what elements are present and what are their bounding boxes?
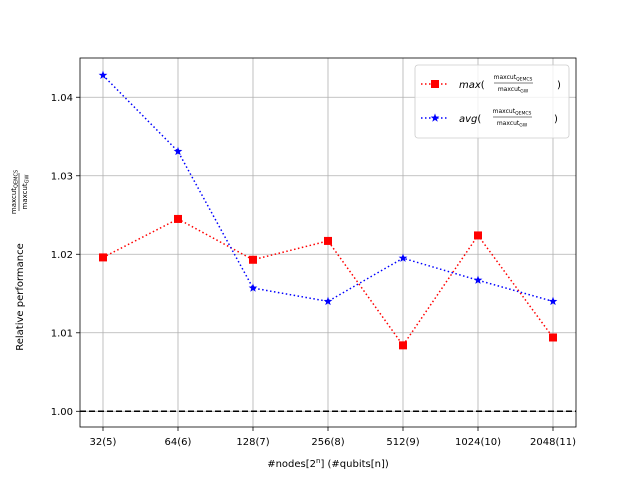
x-tick-label: 512(9) — [386, 437, 419, 448]
x-axis-label-main: #nodes[2 — [267, 459, 316, 470]
x-axis-label-rest: ] (#qubits[n]) — [320, 459, 388, 470]
legend-max-close-paren: ) — [557, 80, 561, 91]
x-tick-label: 32(5) — [90, 437, 117, 448]
data-point-max — [549, 333, 557, 342]
data-point-avg — [323, 296, 333, 306]
legend-marker-star — [430, 113, 440, 122]
data-point-avg — [248, 283, 258, 292]
y-axis-ticks: 1.00 1.01 1.02 1.03 1.04 — [51, 93, 80, 418]
legend-entry-max: max( maxcutQEMCS maxcutGW ) — [421, 74, 561, 95]
x-axis-label: #nodes[2n] (#qubits[n]) — [267, 457, 389, 470]
data-point-avg — [98, 70, 108, 79]
y-tick-label: 1.04 — [51, 93, 73, 104]
data-point-avg — [548, 296, 558, 306]
legend: max( maxcutQEMCS maxcutGW ) avg( maxcutQ… — [414, 64, 570, 139]
data-point-avg — [473, 275, 483, 284]
legend-max-denominator: maxcutGW — [498, 86, 529, 95]
legend-marker-square — [431, 80, 439, 88]
legend-label-max: max( — [459, 80, 485, 91]
x-tick-label: 1024(10) — [455, 437, 501, 448]
x-axis-label-superscript: n — [316, 457, 320, 465]
y-tick-label: 1.02 — [51, 250, 73, 261]
data-point-max — [249, 255, 257, 264]
x-tick-label: 256(8) — [311, 437, 344, 448]
x-tick-label: 128(7) — [236, 437, 269, 448]
y-axis-label-prefix: Relative performance — [15, 243, 26, 351]
y-axis-label-numerator: maxcutQEMCS — [10, 170, 20, 214]
data-point-max — [99, 253, 107, 262]
legend-avg-close-paren: ) — [554, 114, 558, 125]
legend-entry-avg: avg( maxcutQEMCS maxcutGW ) — [421, 108, 558, 129]
data-point-max — [174, 214, 182, 223]
y-axis-label-fraction: maxcutQEMCS maxcutGW — [10, 170, 31, 214]
data-point-avg — [173, 146, 183, 156]
y-tick-label: 1.01 — [51, 328, 73, 339]
series-max — [99, 214, 557, 350]
y-tick-label: 1.00 — [51, 407, 73, 418]
data-point-max — [474, 231, 482, 240]
series-layer — [98, 70, 558, 350]
x-axis-ticks: 32(5) 64(6) 128(7) 256(8) 512(9) 1024(10) 2048… — [90, 427, 576, 448]
legend-avg-denominator: maxcutGW — [497, 120, 528, 129]
y-axis-label-denominator: maxcutGW — [21, 174, 31, 209]
data-point-max — [399, 341, 407, 350]
data-point-max — [324, 236, 332, 245]
legend-box — [414, 64, 570, 139]
legend-avg-numerator: maxcutQEMCS — [493, 108, 532, 117]
data-point-avg — [398, 253, 408, 262]
legend-label-avg: avg( — [459, 114, 481, 125]
legend-max-numerator: maxcutQEMCS — [494, 74, 533, 83]
x-tick-label: 64(6) — [165, 437, 192, 448]
y-tick-label: 1.03 — [51, 171, 73, 182]
y-axis-label: Relative performance maxcutQEMCS maxcutG… — [10, 170, 31, 351]
series-avg — [98, 70, 558, 306]
x-tick-label: 2048(11) — [530, 437, 576, 448]
